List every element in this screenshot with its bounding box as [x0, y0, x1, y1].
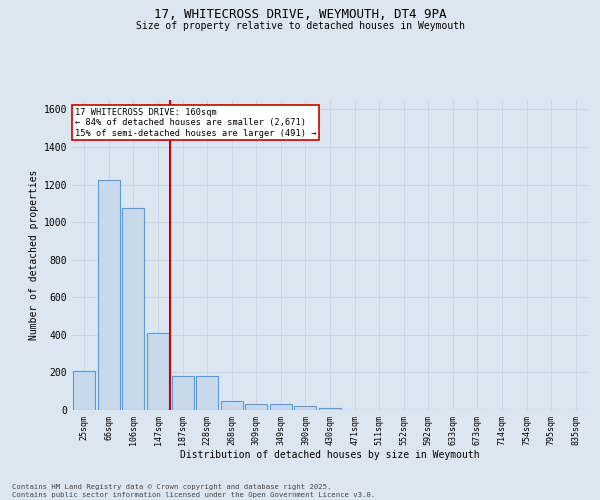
Text: 17 WHITECROSS DRIVE: 160sqm
← 84% of detached houses are smaller (2,671)
15% of : 17 WHITECROSS DRIVE: 160sqm ← 84% of det…: [74, 108, 316, 138]
Bar: [147, 333, 169, 410]
Bar: [172, 376, 194, 410]
Bar: [196, 376, 218, 410]
Text: Size of property relative to detached houses in Weymouth: Size of property relative to detached ho…: [136, 21, 464, 31]
Bar: [221, 400, 243, 410]
Bar: [122, 208, 145, 410]
Bar: [73, 372, 95, 410]
Text: 17, WHITECROSS DRIVE, WEYMOUTH, DT4 9PA: 17, WHITECROSS DRIVE, WEYMOUTH, DT4 9PA: [154, 8, 446, 20]
Bar: [319, 408, 341, 410]
Bar: [245, 404, 268, 410]
X-axis label: Distribution of detached houses by size in Weymouth: Distribution of detached houses by size …: [180, 450, 480, 460]
Bar: [295, 406, 316, 410]
Text: Contains HM Land Registry data © Crown copyright and database right 2025.
Contai: Contains HM Land Registry data © Crown c…: [12, 484, 375, 498]
Y-axis label: Number of detached properties: Number of detached properties: [29, 170, 40, 340]
Bar: [270, 404, 292, 410]
Bar: [98, 180, 120, 410]
